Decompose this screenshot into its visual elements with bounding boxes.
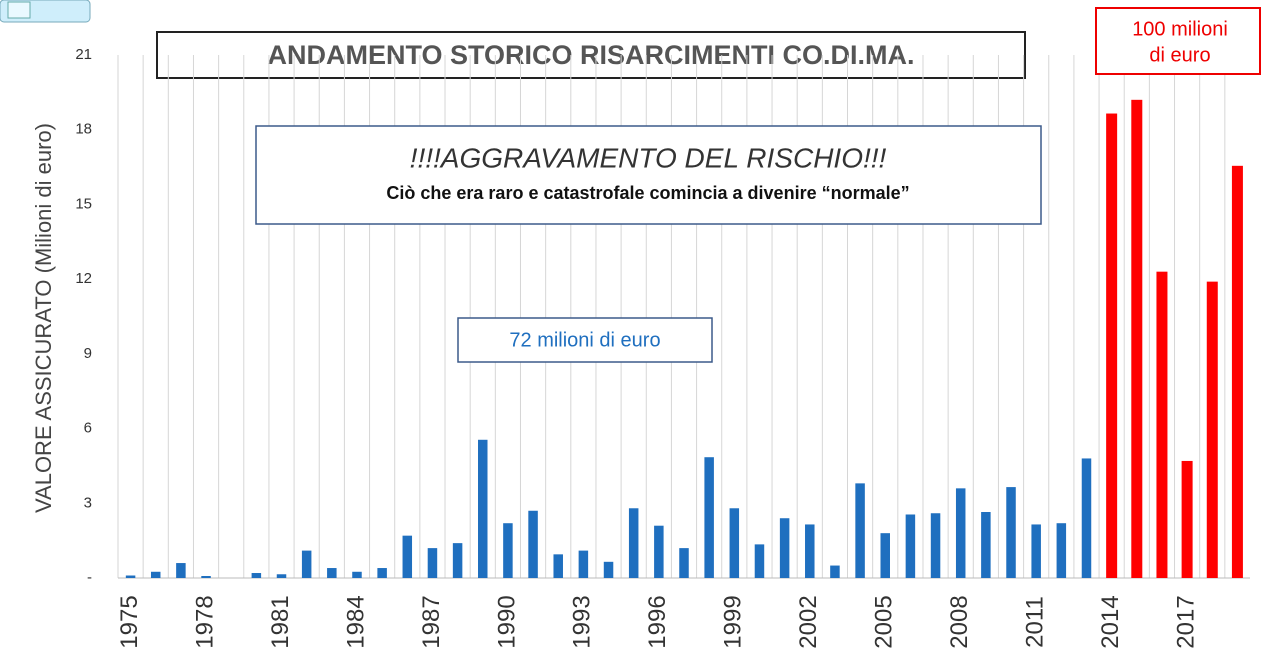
- bar: [402, 535, 413, 578]
- y-tick-label: 6: [84, 420, 92, 437]
- bar: [1031, 524, 1041, 578]
- bar: [805, 524, 815, 578]
- x-tick-label: 1975: [116, 595, 143, 648]
- y-axis-label: VALORE ASSICURATO (Milioni di euro): [31, 123, 56, 513]
- bar: [327, 568, 337, 578]
- x-tick-label: 2008: [946, 595, 973, 648]
- bar: [955, 488, 966, 578]
- recent-total: 100 milioni: [1132, 18, 1228, 40]
- y-tick-label: 12: [75, 270, 92, 287]
- bar: [930, 513, 941, 578]
- y-tick-label: 9: [84, 345, 92, 362]
- recent-total: di euro: [1149, 44, 1210, 66]
- bar: [427, 548, 438, 578]
- bar: [503, 523, 513, 578]
- recent-total-box: [1095, 7, 1261, 75]
- bar: [603, 561, 614, 578]
- x-tick-label: 2014: [1097, 595, 1124, 648]
- y-tick-label: 21: [75, 46, 92, 63]
- x-tick-label: 2002: [795, 595, 822, 648]
- bar: [125, 575, 136, 578]
- early-total-box: [457, 317, 713, 363]
- logo: [0, 0, 91, 23]
- bar: [729, 508, 740, 578]
- bar: [754, 544, 765, 578]
- bar: [1006, 487, 1016, 578]
- bar: [880, 533, 890, 578]
- x-tick-label: 1978: [191, 595, 218, 648]
- x-tick-label: 1993: [569, 595, 596, 648]
- bar: [201, 576, 211, 578]
- bar: [1106, 113, 1118, 579]
- bar: [578, 550, 589, 578]
- x-tick-label: 2011: [1022, 596, 1049, 648]
- bar: [301, 550, 312, 578]
- chart-title: ANDAMENTO STORICO RISARCIMENTI CO.DI.MA.: [267, 40, 914, 70]
- bar: [905, 514, 916, 578]
- x-tick-label: 1984: [342, 595, 369, 648]
- bar: [1181, 460, 1193, 578]
- y-tick-label: 3: [84, 494, 92, 511]
- x-tick-label: 1990: [493, 595, 520, 648]
- bar: [352, 571, 362, 578]
- bar: [553, 554, 563, 578]
- bar: [1056, 523, 1067, 578]
- bar: [704, 457, 714, 578]
- x-tick-label: 1987: [418, 595, 445, 648]
- bar: [679, 548, 689, 578]
- bar: [478, 439, 488, 578]
- x-tick-label: 1996: [644, 595, 671, 648]
- bar: [1081, 458, 1092, 578]
- bar: [830, 565, 840, 578]
- y-tick-label: 15: [75, 195, 92, 212]
- bar: [855, 483, 865, 578]
- y-tick-label: -: [87, 569, 92, 586]
- bar: [1131, 99, 1143, 578]
- x-tick-label: 2017: [1172, 595, 1199, 648]
- x-tick-label: 1999: [720, 595, 747, 648]
- x-tick-label: 2005: [871, 595, 898, 648]
- bar: [150, 571, 161, 578]
- bar: [251, 573, 262, 578]
- bar: [779, 518, 790, 578]
- y-tick-label: 18: [75, 121, 92, 138]
- x-tick-label: 1981: [267, 595, 294, 648]
- early-total: 72 milioni di euro: [509, 329, 660, 351]
- bar: [1156, 271, 1168, 578]
- bar: [628, 508, 639, 578]
- warning-note: Ciò che era raro e catastrofale comincia…: [386, 183, 909, 203]
- bar: [1206, 281, 1218, 578]
- bar: [1231, 165, 1243, 579]
- warning-text: !!!!AGGRAVAMENTO DEL RISCHIO!!!: [410, 142, 887, 173]
- bar: [981, 512, 991, 578]
- bar: [528, 510, 538, 578]
- warning-box: [255, 125, 1042, 225]
- title-box: [156, 31, 1026, 79]
- bar: [377, 568, 387, 578]
- bar: [452, 543, 463, 578]
- bar: [276, 574, 287, 578]
- bar: [654, 525, 664, 578]
- bar: [176, 563, 186, 578]
